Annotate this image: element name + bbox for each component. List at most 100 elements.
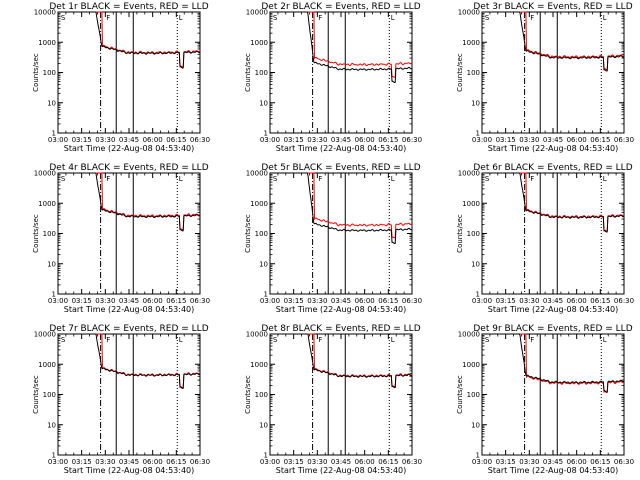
x-tick-label: 06:15	[166, 136, 186, 144]
x-tick-label: 03:30	[519, 136, 539, 144]
plot-frame	[481, 333, 625, 456]
panel-5: Det 5r BLACK = Events, RED = LLD 1 10 100 10…	[244, 163, 422, 314]
x-tick-label: 06:15	[378, 297, 398, 305]
x-tick-label: 03:30	[95, 136, 115, 144]
x-tick-label: 03:45	[119, 458, 139, 466]
y-tick-label: 1000	[462, 39, 480, 47]
y-tick-label: 1	[476, 130, 480, 138]
plot-frame	[57, 172, 201, 295]
panel-8: Det 8r BLACK = Events, RED = LLD 1 10 100 10…	[244, 324, 422, 475]
x-tick-label: 06:15	[378, 458, 398, 466]
x-tick-label: 03:45	[331, 136, 351, 144]
panel-title: Det 1r BLACK = Events, RED = LLD	[49, 2, 208, 12]
y-axis-label: Counts/sec	[244, 375, 252, 414]
y-tick-label: 10000	[34, 331, 56, 339]
x-tick-label: 06:15	[590, 458, 610, 466]
x-tick-label: 03:00	[48, 458, 68, 466]
x-tick-label: 03:15	[284, 458, 304, 466]
marker-L: L	[603, 14, 607, 22]
x-tick-label: 03:45	[331, 458, 351, 466]
x-tick-label: 03:30	[519, 297, 539, 305]
panel-title: Det 4r BLACK = Events, RED = LLD	[49, 163, 208, 173]
x-tick-label: 06:30	[190, 136, 210, 144]
x-tick-label: 06:00	[143, 297, 163, 305]
x-axis-label: Start Time (22-Aug-08 04:53:40)	[276, 144, 407, 153]
x-tick-label: 03:30	[307, 458, 327, 466]
x-tick-label: 03:30	[519, 458, 539, 466]
y-tick-label: 1	[264, 452, 268, 460]
marker-S: S	[485, 175, 490, 183]
x-tick-label: 03:45	[119, 297, 139, 305]
y-axis-label: Counts/sec	[32, 375, 40, 414]
x-tick-label: 03:30	[307, 297, 327, 305]
y-axis-label: Counts/sec	[244, 53, 252, 92]
marker-S: S	[485, 14, 490, 22]
x-tick-label: 03:15	[72, 458, 92, 466]
y-axis-label: Counts/sec	[32, 214, 40, 253]
x-tick-label: 06:00	[355, 297, 375, 305]
x-tick-label: 03:45	[543, 458, 563, 466]
y-tick-label: 10000	[246, 9, 268, 17]
y-tick-label: 1	[52, 452, 56, 460]
y-axis-label: Counts/sec	[456, 214, 464, 253]
panel-title: Det 5r BLACK = Events, RED = LLD	[261, 163, 420, 173]
x-tick-label: 06:00	[143, 458, 163, 466]
y-tick-label: 10000	[246, 170, 268, 178]
x-axis-label: Start Time (22-Aug-08 04:53:40)	[276, 305, 407, 314]
y-tick-label: 1	[476, 291, 480, 299]
marker-F: F	[106, 336, 110, 344]
panel-3: Det 3r BLACK = Events, RED = LLD 1 10 100 10…	[456, 2, 634, 153]
y-tick-label: 1000	[38, 200, 56, 208]
x-axis-label: Start Time (22-Aug-08 04:53:40)	[488, 144, 619, 153]
plot-frame	[269, 333, 413, 456]
marker-F: F	[530, 14, 534, 22]
y-tick-label: 10000	[34, 170, 56, 178]
marker-S: S	[485, 336, 490, 344]
y-tick-label: 10000	[34, 9, 56, 17]
marker-F: F	[318, 14, 322, 22]
x-tick-label: 03:45	[119, 136, 139, 144]
plot-frame	[57, 11, 201, 134]
x-tick-label: 03:00	[48, 136, 68, 144]
y-tick-label: 1000	[250, 200, 268, 208]
x-tick-label: 06:00	[567, 458, 587, 466]
y-tick-label: 10	[47, 99, 56, 107]
marker-F: F	[106, 14, 110, 22]
x-tick-label: 03:30	[95, 297, 115, 305]
panel-title: Det 7r BLACK = Events, RED = LLD	[49, 324, 208, 334]
y-tick-label: 1	[476, 452, 480, 460]
y-tick-label: 10	[259, 260, 268, 268]
y-tick-label: 10	[471, 99, 480, 107]
plot-frame	[481, 11, 625, 134]
plot-frame	[269, 172, 413, 295]
marker-L: L	[391, 175, 395, 183]
x-tick-label: 03:15	[72, 136, 92, 144]
x-tick-label: 03:30	[307, 136, 327, 144]
marker-S: S	[61, 336, 66, 344]
plot-frame	[57, 333, 201, 456]
marker-F: F	[106, 175, 110, 183]
series-events	[270, 172, 413, 245]
y-tick-label: 100	[43, 230, 56, 238]
x-tick-label: 06:00	[567, 136, 587, 144]
series-events	[482, 333, 625, 393]
x-axis-label: Start Time (22-Aug-08 04:53:40)	[64, 466, 195, 475]
series-events	[270, 333, 413, 389]
marker-S: S	[273, 14, 278, 22]
x-tick-label: 06:30	[614, 136, 634, 144]
x-tick-label: 03:00	[472, 136, 492, 144]
y-tick-label: 1000	[38, 361, 56, 369]
x-tick-label: 03:15	[496, 297, 516, 305]
x-axis-label: Start Time (22-Aug-08 04:53:40)	[64, 305, 195, 314]
y-tick-label: 10	[259, 99, 268, 107]
x-tick-label: 06:15	[590, 136, 610, 144]
y-tick-label: 1000	[250, 361, 268, 369]
x-tick-label: 03:00	[472, 458, 492, 466]
plot-frame	[269, 11, 413, 134]
x-axis-label: Start Time (22-Aug-08 04:53:40)	[488, 305, 619, 314]
panel-title: Det 9r BLACK = Events, RED = LLD	[473, 324, 632, 334]
panel-7: Det 7r BLACK = Events, RED = LLD 1 10 100 10…	[32, 324, 210, 475]
marker-F: F	[530, 336, 534, 344]
panel-title: Det 3r BLACK = Events, RED = LLD	[473, 2, 632, 12]
y-tick-label: 10	[259, 421, 268, 429]
